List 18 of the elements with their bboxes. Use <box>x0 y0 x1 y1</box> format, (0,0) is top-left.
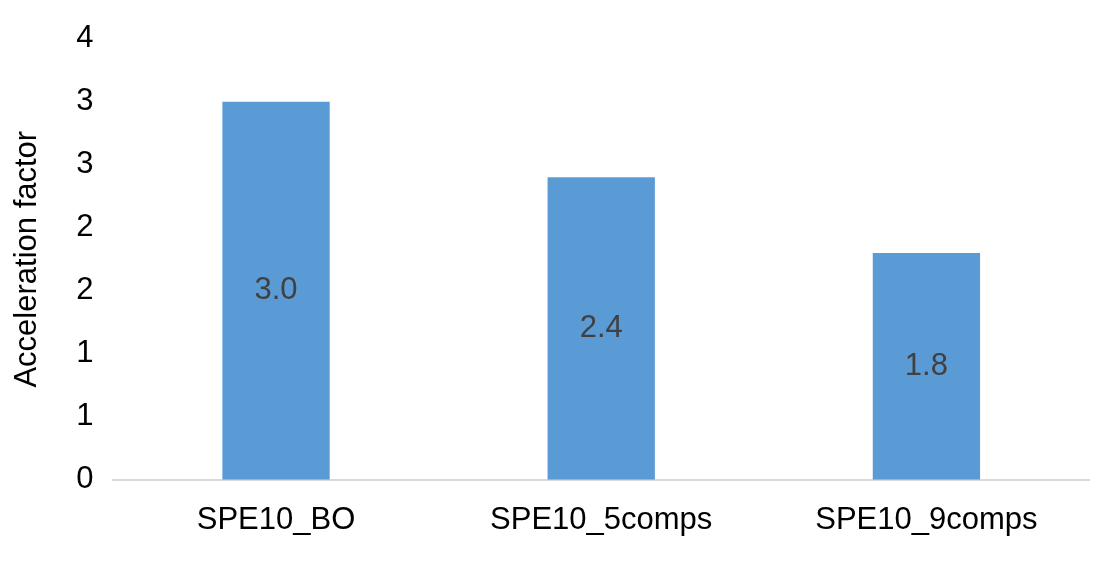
data-label: 2.4 <box>579 309 623 345</box>
y-tick-label: 2 <box>76 271 94 307</box>
x-tick-label: SPE10_BO <box>196 500 356 536</box>
x-tick-label: SPE10_9comps <box>815 500 1038 536</box>
data-label: 3.0 <box>254 271 298 307</box>
y-axis-title: Acceleration factor <box>8 130 44 388</box>
x-tick-label: SPE10_5comps <box>490 500 713 536</box>
y-tick-label: 3 <box>76 145 94 181</box>
bar <box>872 252 981 480</box>
y-tick-label: 4 <box>76 19 94 55</box>
bar <box>547 177 655 480</box>
y-tick-label: 1 <box>76 334 94 370</box>
y-tick-label: 1 <box>76 397 94 433</box>
y-tick-label: 0 <box>76 460 94 496</box>
bar <box>222 101 330 480</box>
data-label: 1.8 <box>904 346 948 382</box>
y-tick-label: 3 <box>76 82 94 118</box>
y-tick-label: 2 <box>76 208 94 244</box>
